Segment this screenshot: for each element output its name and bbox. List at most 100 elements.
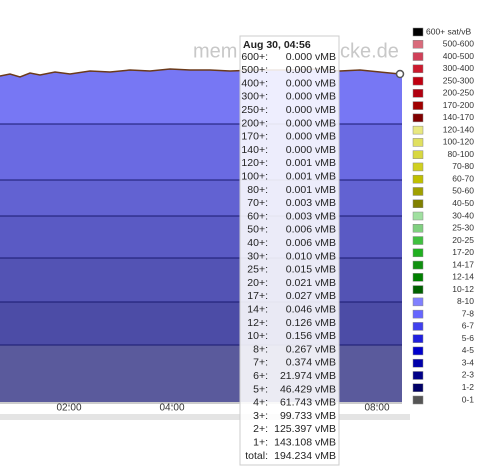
legend-swatch[interactable] (412, 358, 424, 368)
legend-label[interactable]: 60-70 (452, 173, 474, 183)
legend-label[interactable]: 12-14 (452, 272, 474, 282)
legend-label[interactable]: 14-17 (452, 259, 474, 269)
legend-swatch[interactable] (412, 76, 424, 86)
legend-label[interactable]: 40-50 (452, 198, 474, 208)
legend-swatch[interactable] (412, 187, 424, 196)
legend-swatch[interactable] (412, 40, 424, 49)
legend-swatch[interactable] (412, 371, 424, 380)
legend-label[interactable]: 250-300 (443, 75, 474, 85)
legend-swatch[interactable] (412, 334, 424, 343)
legend-label[interactable]: 120-140 (443, 124, 474, 134)
tooltip-label: 250+: (241, 104, 268, 116)
legend-label[interactable]: 170-200 (443, 100, 474, 110)
legend-swatch[interactable] (412, 64, 424, 74)
legend-swatch[interactable] (412, 199, 424, 208)
tooltip-value: 0.006 vMB (286, 224, 336, 236)
tooltip-label: 100+: (241, 170, 268, 182)
tooltip-label: 2+: (253, 423, 268, 435)
tooltip-value: 0.000 vMB (286, 51, 336, 63)
legend-swatch[interactable] (412, 297, 424, 307)
tooltip-label: 300+: (241, 91, 268, 103)
legend-swatch[interactable] (412, 113, 424, 123)
legend-swatch[interactable] (412, 150, 424, 159)
tooltip-label: 4+: (253, 397, 268, 409)
plot: mem cke.de 02:00 04:00 08:00 (0, 40, 410, 420)
legend-swatch[interactable] (412, 162, 424, 172)
legend-label[interactable]: 7-8 (462, 308, 475, 318)
legend-label[interactable]: 3-4 (462, 357, 475, 367)
band (0, 76, 402, 124)
legend-label[interactable]: 200-250 (443, 88, 474, 98)
legend-label[interactable]: 300-400 (443, 63, 474, 73)
tooltip-value: 99.733 vMB (280, 410, 336, 422)
tooltip-box (239, 35, 340, 466)
legend-swatch[interactable] (412, 138, 424, 147)
hover-point (395, 69, 405, 79)
legend-label[interactable]: 1-2 (462, 382, 475, 392)
tooltip-label: 6+: (253, 370, 268, 382)
tooltip-label: 120+: (241, 157, 268, 169)
legend-label[interactable]: 140-170 (443, 112, 474, 122)
legend-swatch[interactable] (412, 236, 424, 245)
legend-swatch[interactable] (412, 383, 424, 392)
legend-swatch[interactable] (412, 346, 424, 356)
tooltip-value: 46.429 vMB (280, 383, 336, 395)
tooltip-value: 0.003 vMB (286, 210, 336, 222)
legend-label[interactable]: 600+ sat/vB (426, 26, 471, 36)
legend-label[interactable]: 20-25 (452, 235, 474, 245)
legend-swatch[interactable] (412, 89, 424, 98)
legend-label[interactable]: 400-500 (443, 51, 474, 61)
legend-swatch[interactable] (412, 322, 424, 331)
tooltip-label: 40+: (247, 237, 268, 249)
legend-label[interactable]: 100-120 (443, 137, 474, 147)
legend-swatch[interactable] (412, 395, 424, 405)
tooltip-value: 0.001 vMB (286, 157, 336, 169)
x-tick-label: 04:00 (159, 403, 184, 414)
tooltip-label: 10+: (247, 330, 268, 342)
legend-label[interactable]: 2-3 (462, 370, 475, 380)
legend-label[interactable]: 5-6 (462, 333, 475, 343)
legend-label[interactable]: 8-10 (457, 296, 474, 306)
legend-swatch[interactable] (412, 52, 424, 61)
legend-swatch[interactable] (412, 27, 424, 37)
legend-swatch[interactable] (412, 309, 424, 319)
legend-label[interactable]: 0-1 (462, 394, 475, 404)
tooltip-value: 0.027 vMB (286, 290, 336, 302)
legend-label[interactable]: 70-80 (452, 161, 474, 171)
tooltip-value: 0.000 vMB (286, 144, 336, 156)
tooltip-value: 0.001 vMB (286, 170, 336, 182)
legend-swatch[interactable] (412, 174, 424, 184)
legend-label[interactable]: 30-40 (452, 210, 474, 220)
band (0, 124, 402, 180)
legend-label[interactable]: 17-20 (452, 247, 474, 257)
legend-swatch[interactable] (412, 248, 424, 258)
legend-swatch[interactable] (412, 273, 424, 282)
legend-swatch[interactable] (412, 211, 424, 221)
legend-swatch[interactable] (412, 285, 424, 294)
legend-label[interactable]: 10-12 (452, 284, 474, 294)
legend-swatch[interactable] (412, 125, 424, 135)
legend-label[interactable]: 500-600 (443, 39, 474, 49)
tooltip-label: 20+: (247, 277, 268, 289)
band (0, 258, 402, 302)
tooltip-label: 8+: (253, 343, 268, 355)
tooltip-value: 0.126 vMB (286, 317, 336, 329)
x-tick-label: 02:00 (56, 403, 81, 414)
legend-label[interactable]: 6-7 (462, 321, 475, 331)
legend-label[interactable]: 50-60 (452, 186, 474, 196)
legend-label[interactable]: 4-5 (462, 345, 475, 355)
tooltip-label: 500+: (241, 64, 268, 76)
watermark: mem (193, 40, 237, 62)
tooltip-label: 60+: (247, 210, 268, 222)
legend-swatch[interactable] (412, 101, 424, 110)
legend-swatch[interactable] (412, 260, 424, 270)
tooltip-value: 0.015 vMB (286, 264, 336, 276)
tooltip-label: 3+: (253, 410, 268, 422)
legend-label[interactable]: 25-30 (452, 223, 474, 233)
legend-label[interactable]: 80-100 (448, 149, 475, 159)
legend-swatch[interactable] (412, 224, 424, 233)
band (0, 180, 402, 216)
scrollbar[interactable] (0, 414, 410, 420)
